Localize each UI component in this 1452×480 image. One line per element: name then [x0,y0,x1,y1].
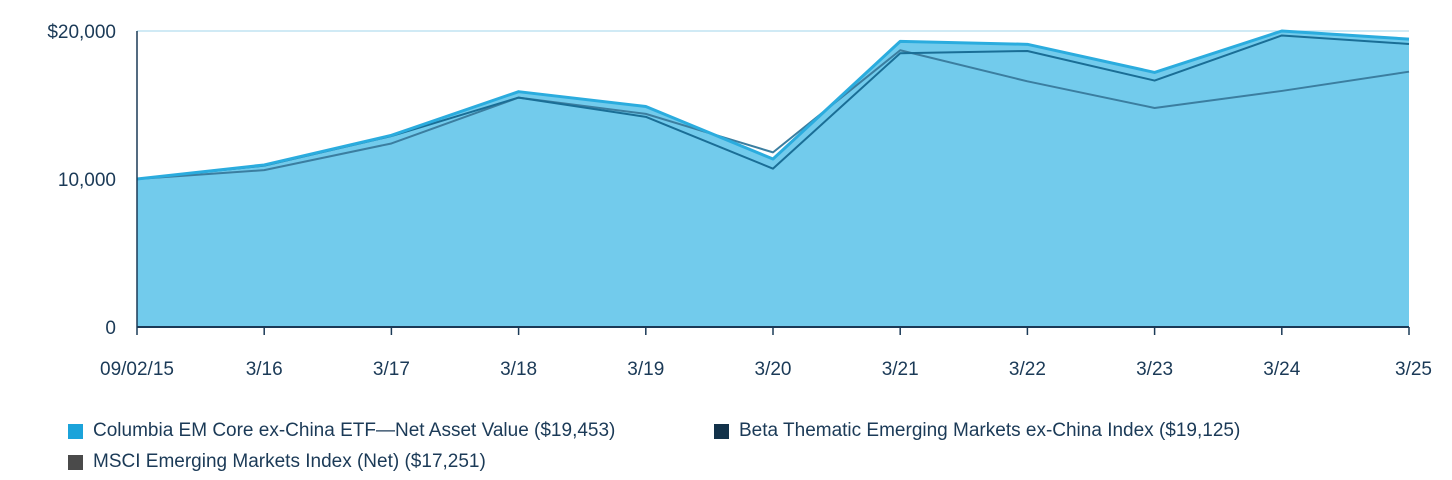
series-lines [136,29,1410,181]
legend-swatch-msci-index [68,454,83,470]
x-tick-label: 3/23 [1136,359,1173,380]
legend-label-beta-index: Beta Thematic Emerging Markets ex-China … [739,420,1241,441]
legend-item-columbia-etf: Columbia EM Core ex-China ETF—Net Asset … [68,420,615,442]
x-tick-label: 3/25 [1395,359,1432,380]
y-tick-labels: 0 10,000 $20,000 [47,22,116,339]
x-tick-label: 09/02/15 [100,359,174,380]
legend-label-msci-index: MSCI Emerging Markets Index (Net) ($17,2… [93,451,486,472]
x-tick-label: 3/17 [373,359,410,380]
area-columbia-etf [137,31,1409,327]
x-tick-label: 3/19 [627,359,664,380]
legend-item-msci-index: MSCI Emerging Markets Index (Net) ($17,2… [68,451,486,473]
y-tick-label: 0 [105,318,116,339]
x-tick-labels: 09/02/15 3/16 3/17 3/18 3/19 3/20 3/21 3/22 3/23… [100,359,1432,380]
x-tick-label: 3/21 [882,359,919,380]
y-tick-label: 10,000 [58,170,116,191]
axes [136,31,1410,335]
legend-item-beta-index: Beta Thematic Emerging Markets ex-China … [714,420,1240,442]
legend-label-columbia-etf: Columbia EM Core ex-China ETF—Net Asset … [93,420,616,441]
line-msci-index [136,49,1410,180]
x-tick-label: 3/22 [1009,359,1046,380]
x-tick-label: 3/18 [500,359,537,380]
x-tick-label: 3/16 [246,359,283,380]
legend-swatch-columbia-etf [68,423,83,439]
line-columbia-etf [136,29,1410,181]
legend-swatch-beta-index [714,423,729,439]
growth-chart: 0 10,000 $20,000 09/02/15 3/16 3/17 3/18 3/19 3… [47,22,1432,380]
x-tick-label: 3/24 [1263,359,1300,380]
area-fills [137,31,1409,327]
y-tick-label: $20,000 [47,22,116,43]
x-tick-label: 3/20 [755,359,792,380]
